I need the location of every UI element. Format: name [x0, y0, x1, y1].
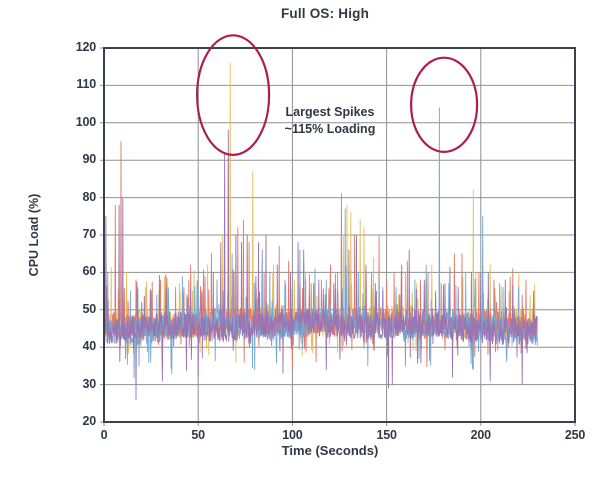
- spike-annotation-line-2: ~115% Loading: [284, 122, 376, 136]
- y-tick-label: 110: [76, 77, 96, 92]
- y-tick-label: 120: [75, 40, 96, 54]
- x-tick-label: 250: [564, 428, 586, 442]
- y-tick-label: 70: [82, 227, 96, 241]
- chart-title: Full OS: High: [280, 6, 370, 21]
- spike-annotation-line-1: Largest Spikes: [285, 105, 375, 119]
- x-axis-label: Time (Seconds): [281, 443, 379, 458]
- y-tick-label: 90: [82, 152, 96, 167]
- x-tick-label: 50: [191, 428, 205, 442]
- series-purple: [104, 129, 538, 401]
- y-tick-label: 30: [82, 376, 96, 391]
- plot-border: [103, 47, 576, 423]
- x-tick-label: 100: [282, 428, 303, 442]
- highlight-ellipse-2: [410, 56, 479, 154]
- highlight-ellipse-1: [196, 34, 271, 156]
- y-tick-label: 50: [82, 301, 96, 316]
- y-tick-label: 40: [82, 339, 96, 354]
- data-series: [104, 62, 538, 401]
- y-tick-label: 100: [75, 114, 96, 129]
- highlight-ellipses: [196, 34, 479, 156]
- y-tick-label: 80: [82, 189, 96, 204]
- x-tick-label: 0: [100, 428, 108, 442]
- y-tick-label: 20: [82, 414, 96, 428]
- y-axis-label: CPU Load (%): [27, 193, 41, 277]
- y-tick-label: 60: [82, 264, 96, 279]
- x-tick-label: 200: [470, 428, 491, 442]
- x-tick-label: 150: [376, 428, 397, 442]
- spike-annotation: Largest Spikes ~115% Loading: [285, 104, 376, 138]
